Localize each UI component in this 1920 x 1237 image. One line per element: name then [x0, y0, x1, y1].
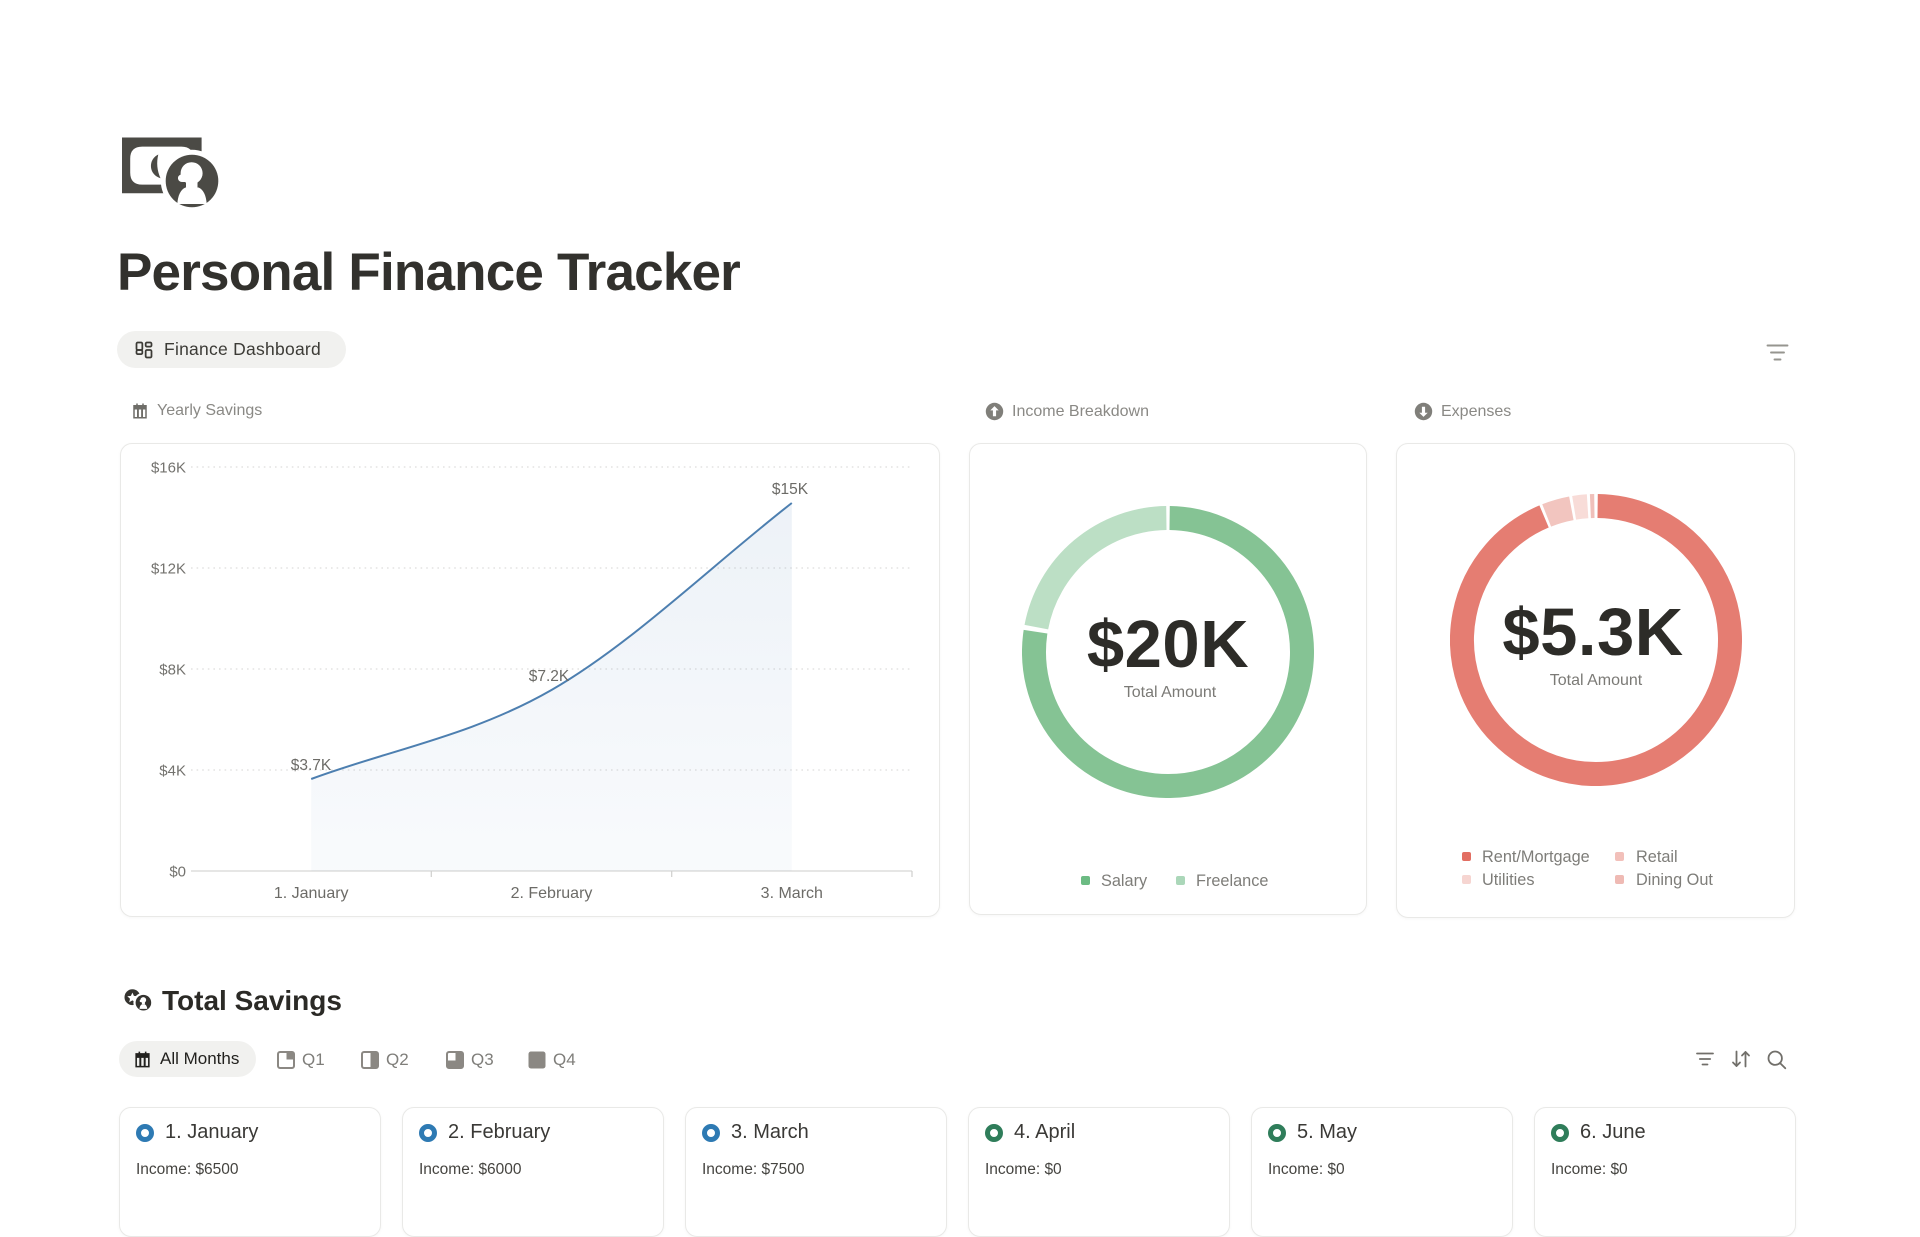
svg-text:$8K: $8K	[159, 662, 186, 679]
svg-text:$16K: $16K	[151, 460, 186, 477]
svg-text:$3.7K: $3.7K	[291, 757, 332, 774]
svg-text:1. January: 1. January	[274, 885, 349, 902]
svg-text:$12K: $12K	[151, 561, 186, 578]
svg-text:$7.2K: $7.2K	[529, 668, 570, 685]
svg-text:$4K: $4K	[159, 763, 186, 780]
svg-text:$15K: $15K	[772, 481, 809, 498]
svg-text:$0: $0	[169, 864, 186, 881]
svg-text:3. March: 3. March	[761, 885, 823, 902]
svg-text:2. February: 2. February	[511, 885, 593, 902]
